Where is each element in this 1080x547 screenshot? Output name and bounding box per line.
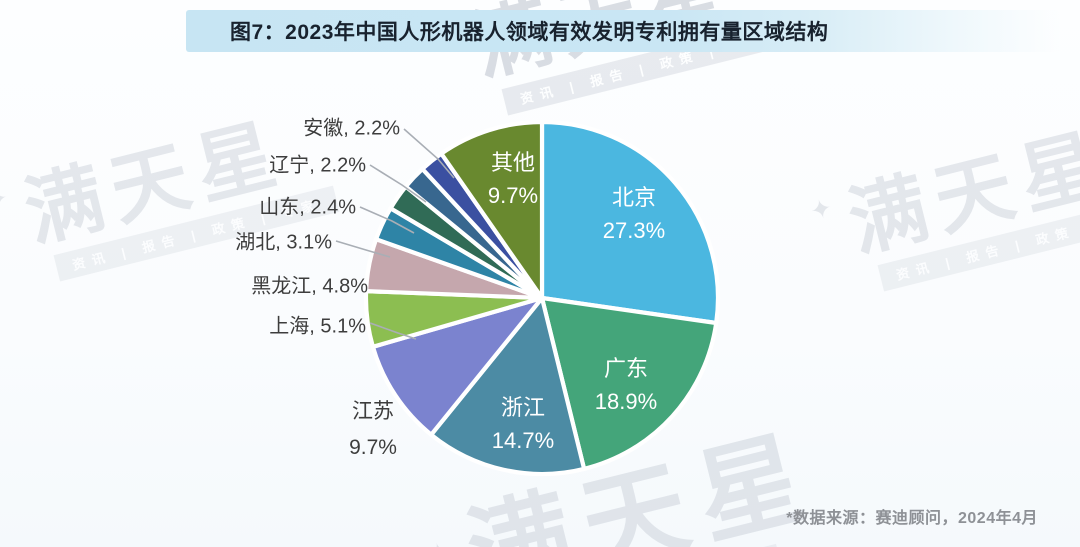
leader-line-10 bbox=[403, 128, 455, 179]
leader-line-7 bbox=[335, 240, 391, 258]
pie-slice-2 bbox=[539, 295, 719, 471]
data-source-note: *数据来源：赛迪顾问，2024年4月 bbox=[786, 510, 1038, 527]
leader-line-9 bbox=[369, 164, 427, 203]
pie-slice-4 bbox=[370, 295, 545, 437]
figure-title-banner: 图7：2023年中国人形机器人领域有效发明专利拥有量区域结构 bbox=[186, 10, 1060, 52]
leader-line-8 bbox=[359, 206, 415, 234]
pie-slice-1 bbox=[539, 119, 721, 326]
figure-title: 图7：2023年中国人形机器人领域有效发明专利拥有量区域结构 bbox=[230, 21, 829, 44]
leader-line-5 bbox=[369, 322, 417, 340]
pie-slice-3 bbox=[429, 295, 587, 477]
pie-slice-11 bbox=[439, 119, 545, 301]
